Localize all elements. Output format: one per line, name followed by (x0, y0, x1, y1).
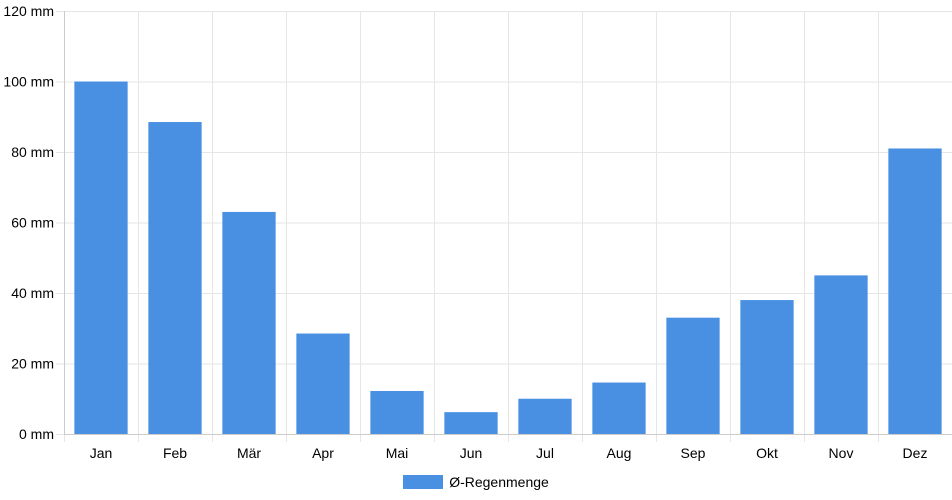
x-tick-label: Dez (903, 445, 928, 461)
bar (148, 122, 202, 434)
x-tick-label: Jan (90, 445, 113, 461)
x-tick-label: Okt (756, 445, 778, 461)
y-tick-label: 20 mm (11, 356, 54, 372)
x-tick-label: Feb (163, 445, 187, 461)
labels-layer: 0 mm 20 mm 40 mm 60 mm 80 mm 100 mm 120 mm Jan F… (3, 3, 927, 461)
axis-layer (64, 11, 952, 435)
bars-layer (74, 81, 942, 434)
y-tick-label: 120 mm (3, 3, 54, 19)
y-tick-label: 60 mm (11, 215, 54, 231)
bar (740, 300, 794, 434)
x-tick-label: Apr (312, 445, 334, 461)
legend-swatch (403, 475, 444, 489)
bar (518, 398, 572, 434)
bar (666, 317, 720, 434)
legend-label: Ø-Regenmenge (449, 474, 549, 490)
x-tick-label: Aug (607, 445, 632, 461)
bar (296, 333, 350, 434)
bar (888, 148, 942, 434)
chart-plot: 0 mm 20 mm 40 mm 60 mm 80 mm 100 mm 120 mm Jan F… (3, 3, 952, 461)
bar (222, 211, 276, 434)
bar (814, 275, 868, 434)
x-tick-label: Mai (386, 445, 409, 461)
x-tick-label: Mär (237, 445, 261, 461)
bar (592, 382, 646, 434)
bar (444, 412, 498, 434)
bar (74, 81, 128, 434)
y-tick-label: 80 mm (11, 144, 54, 160)
x-tick-label: Jun (460, 445, 483, 461)
legend: Ø-Regenmenge (0, 472, 952, 492)
x-tick-label: Sep (681, 445, 706, 461)
y-tick-label: 40 mm (11, 285, 54, 301)
x-tick-label: Nov (829, 445, 854, 461)
y-tick-label: 100 mm (3, 74, 54, 90)
bar (370, 390, 424, 434)
y-tick-label: 0 mm (19, 426, 54, 442)
x-tick-label: Jul (536, 445, 554, 461)
